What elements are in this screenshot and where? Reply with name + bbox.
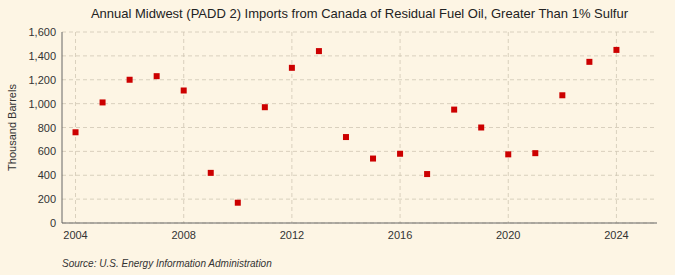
y-tick-label: 0 bbox=[50, 217, 56, 229]
point bbox=[478, 125, 484, 131]
point bbox=[397, 151, 403, 157]
point bbox=[208, 170, 214, 176]
point bbox=[370, 156, 376, 162]
y-grid-line bbox=[62, 32, 657, 33]
points bbox=[73, 47, 620, 206]
x-grid-line bbox=[508, 32, 509, 223]
point bbox=[586, 59, 592, 65]
x-grid-line bbox=[75, 32, 76, 223]
y-tick-label: 1,600 bbox=[28, 26, 56, 38]
point bbox=[316, 48, 322, 54]
x-grid-line bbox=[616, 32, 617, 223]
y-tick-label: 400 bbox=[38, 169, 56, 181]
y-axis-label: Thousand Barrels bbox=[6, 84, 18, 171]
axes: 0 200 400 600 800 1,000 1,200 1,400 1,600 2004 200… bbox=[28, 26, 657, 241]
point bbox=[613, 47, 619, 53]
y-tick-label: 200 bbox=[38, 193, 56, 205]
point bbox=[73, 129, 79, 135]
y-grid-line bbox=[62, 55, 657, 56]
point bbox=[451, 107, 457, 113]
y-grid-line bbox=[62, 103, 657, 104]
point bbox=[343, 134, 349, 140]
y-tick-label: 1,200 bbox=[28, 74, 56, 86]
x-grid-line bbox=[291, 32, 292, 223]
x-tick-label: 2020 bbox=[496, 229, 520, 241]
point bbox=[262, 104, 268, 110]
x-tick-label: 2016 bbox=[388, 229, 412, 241]
y-grid-line bbox=[62, 127, 657, 128]
point bbox=[154, 73, 160, 79]
point bbox=[181, 87, 187, 93]
y-grid-line bbox=[62, 151, 657, 152]
y-axis-line bbox=[62, 32, 63, 223]
y-grid-line bbox=[62, 223, 657, 224]
y-grid-line bbox=[62, 175, 657, 176]
grid bbox=[62, 32, 657, 223]
y-tick-label: 1,400 bbox=[28, 50, 56, 62]
chart: 0 200 400 600 800 1,000 1,200 1,400 1,600 2004 200… bbox=[0, 0, 675, 275]
point bbox=[100, 99, 106, 105]
point bbox=[127, 77, 133, 83]
y-grid-line bbox=[62, 199, 657, 200]
point bbox=[424, 171, 430, 177]
source-note: Source: U.S. Energy Information Administ… bbox=[62, 258, 272, 269]
point bbox=[532, 150, 538, 156]
y-tick-label: 600 bbox=[38, 145, 56, 157]
x-grid-line bbox=[400, 32, 401, 223]
x-tick-label: 2008 bbox=[171, 229, 195, 241]
x-tick-label: 2024 bbox=[604, 229, 628, 241]
point bbox=[559, 92, 565, 98]
point bbox=[235, 200, 241, 206]
x-axis-line bbox=[62, 223, 657, 224]
title: Annual Midwest (PADD 2) Imports from Can… bbox=[91, 6, 629, 21]
x-tick-label: 2004 bbox=[63, 229, 87, 241]
x-grid-line bbox=[183, 32, 184, 223]
y-tick-label: 800 bbox=[38, 122, 56, 134]
point bbox=[505, 151, 511, 157]
y-tick-label: 1,000 bbox=[28, 98, 56, 110]
point bbox=[289, 65, 295, 71]
y-grid-line bbox=[62, 79, 657, 80]
x-tick-label: 2012 bbox=[280, 229, 304, 241]
